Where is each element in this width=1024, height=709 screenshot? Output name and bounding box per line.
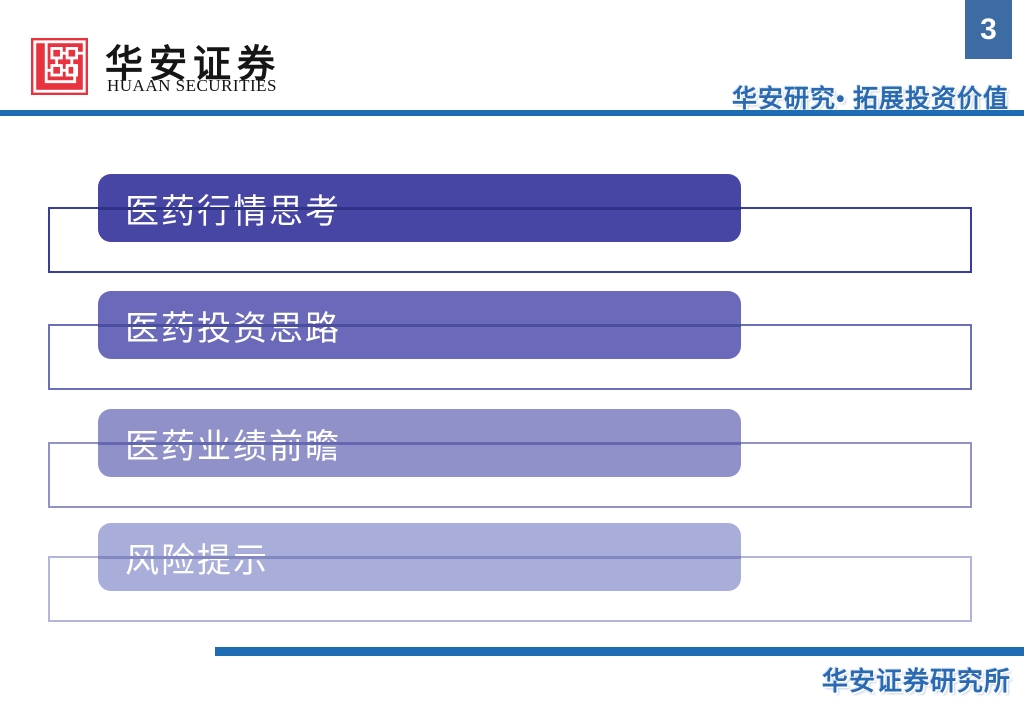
agenda-item-3: 医药业绩前瞻 (0, 409, 1024, 511)
page-number-badge: 3 (965, 0, 1012, 59)
huaan-logo: 华安证券 HUAAN SECURITIES (31, 37, 291, 97)
agenda-label: 风险提示 (125, 542, 269, 580)
agenda-label: 医药业绩前瞻 (125, 428, 341, 466)
agenda-item-1: 医药行情思考 (0, 174, 1024, 276)
agenda-crossline (98, 207, 741, 210)
brand-tagline: 华安研究• 拓展投资价值 (731, 86, 1009, 113)
agenda-label: 医药投资思路 (125, 310, 341, 348)
huaan-seal-icon (31, 38, 88, 95)
agenda-crossline (98, 324, 741, 327)
agenda-item-4: 风险提示 (0, 523, 1024, 625)
footer-org-name: 华安证券研究所 (821, 667, 1011, 696)
footer-divider (215, 647, 1024, 656)
logo-company-name-cn: 华安证券 (105, 44, 282, 86)
agenda-label: 医药行情思考 (125, 193, 341, 231)
logo-company-name-en: HUAAN SECURITIES (107, 76, 277, 95)
agenda-crossline (98, 556, 741, 559)
agenda-crossline (98, 442, 741, 445)
agenda-item-2: 医药投资思路 (0, 291, 1024, 393)
header-divider (0, 110, 1024, 116)
